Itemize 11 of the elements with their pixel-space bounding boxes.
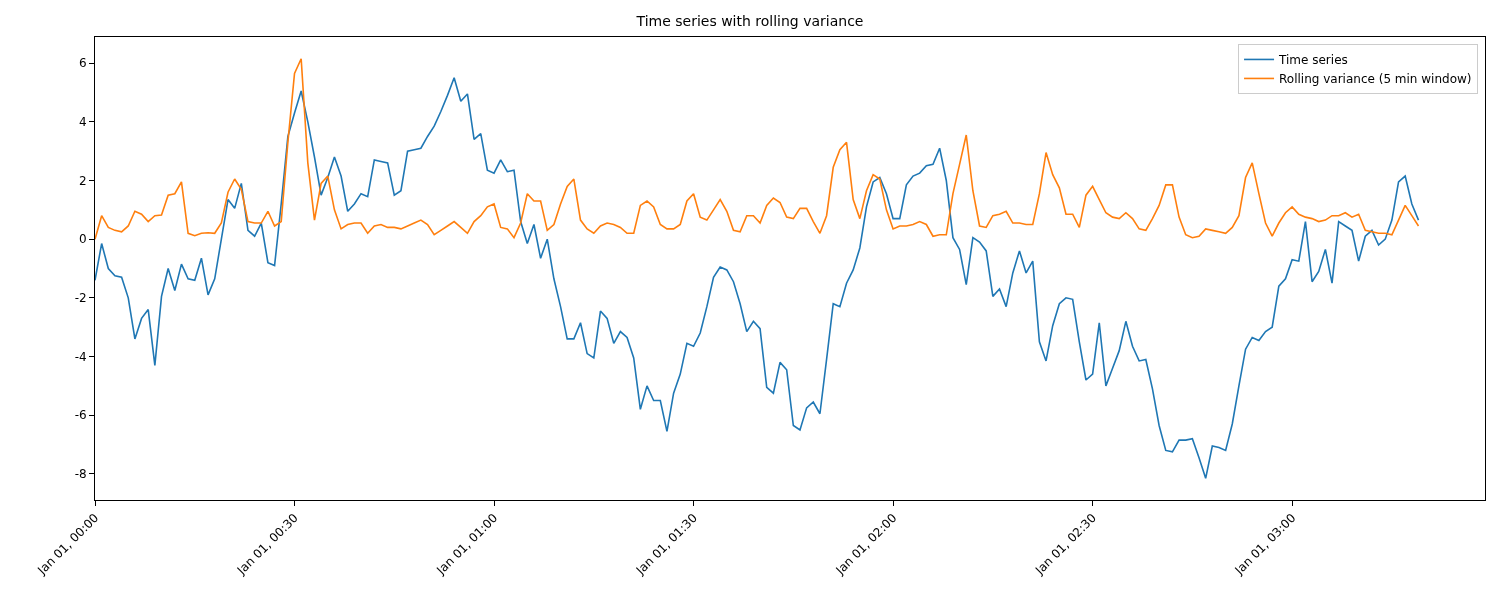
y-tick-label: 2: [78, 173, 87, 188]
y-tick-label: 0: [78, 232, 87, 247]
y-tick-label: 4: [78, 115, 87, 129]
y-tick-label: 6: [78, 56, 87, 71]
y-tick-label: -2: [74, 291, 87, 306]
y-tick-label: -8: [74, 467, 87, 482]
chart-title: Time series with rolling variance: [635, 12, 864, 29]
y-tick-label: -4: [74, 349, 87, 364]
y-tick-label: -6: [74, 408, 87, 423]
legend-label: Rolling variance (5 min window): [1279, 72, 1472, 87]
legend-label: Time series: [1278, 53, 1348, 68]
